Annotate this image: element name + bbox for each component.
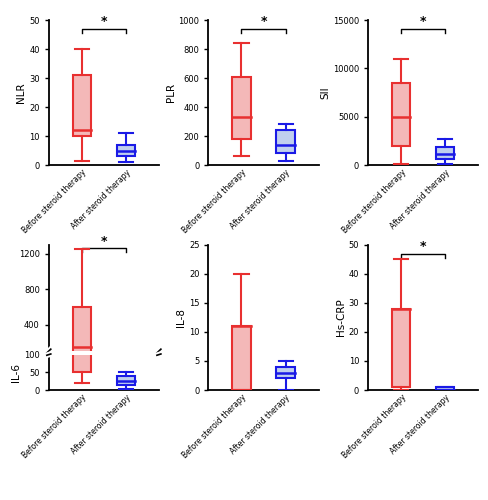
Bar (436, 146, 454, 160)
Bar (276, 130, 295, 154)
Bar (232, 76, 251, 139)
Bar (117, 376, 135, 384)
Text: *: * (420, 240, 427, 253)
Bar (117, 145, 135, 156)
Bar (73, 75, 91, 136)
Y-axis label: NLR: NLR (17, 82, 26, 103)
Y-axis label: IL-8: IL-8 (176, 308, 186, 327)
Bar (436, 387, 454, 390)
Y-axis label: IL-6: IL-6 (11, 363, 21, 382)
Bar (232, 326, 251, 390)
Bar (392, 308, 410, 387)
Y-axis label: SII: SII (320, 86, 330, 99)
Y-axis label: Hs-CRP: Hs-CRP (336, 298, 346, 337)
Text: *: * (101, 15, 107, 28)
Bar (73, 307, 91, 356)
Bar (276, 367, 295, 378)
Y-axis label: PLR: PLR (165, 83, 176, 102)
Bar (392, 83, 410, 146)
Text: *: * (420, 15, 427, 28)
Text: *: * (101, 235, 107, 248)
Bar (73, 178, 91, 372)
Text: *: * (260, 15, 267, 28)
Bar (117, 356, 135, 358)
